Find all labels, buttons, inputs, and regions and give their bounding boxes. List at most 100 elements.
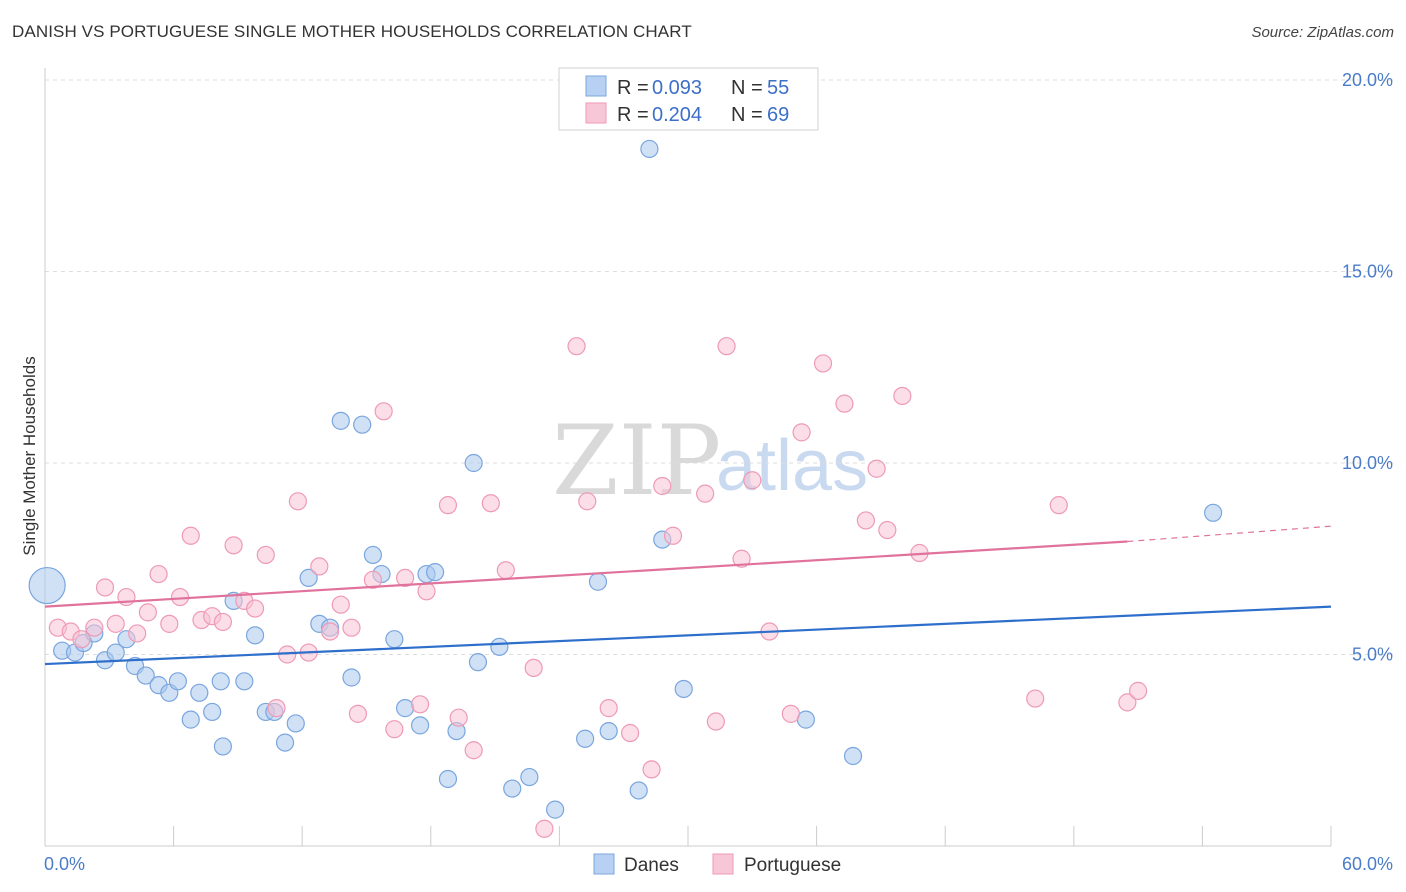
point-danes [599,721,618,741]
bottom-legend-label-danes: Danes [624,855,679,876]
point-danes [181,710,200,729]
point-portuguese [395,568,415,588]
point-portuguese [481,494,500,513]
point-portuguese [867,459,886,478]
legend-r-label-danes: R = [617,77,649,99]
point-portuguese [374,402,393,421]
point-portuguese [410,695,430,714]
point-portuguese [213,612,232,632]
point-danes [28,566,66,605]
x-tick-label-min: 0.0% [44,854,85,874]
point-portuguese [663,526,683,545]
x-tick-label-max: 60.0% [1342,854,1393,874]
point-portuguese [1118,693,1137,712]
point-portuguese [449,708,468,727]
legend-swatch-danes [585,75,607,97]
point-danes [286,714,305,733]
point-portuguese [642,760,661,779]
y-tick-label: 20.0% [1342,70,1393,90]
data-points [28,139,1223,838]
point-danes [331,411,350,430]
point-portuguese [1026,689,1045,708]
point-portuguese [181,526,200,545]
point-danes [353,415,372,434]
x-ticks [44,826,1332,846]
point-danes [190,683,209,702]
point-portuguese [621,723,640,743]
point-danes [136,666,155,685]
point-danes [490,637,509,656]
point-portuguese [835,394,854,413]
point-danes [235,672,254,691]
source-attribution: Source: ZipAtlas.com [1251,24,1394,41]
trend-line-portuguese [44,540,1128,608]
point-portuguese [267,699,286,718]
legend-n-value-danes: 55 [767,77,789,99]
point-danes [168,672,187,691]
point-danes [203,702,222,722]
point-danes [245,626,265,645]
chart-title: DANISH VS PORTUGUESE SINGLE MOTHER HOUSE… [12,22,692,41]
point-portuguese [288,492,308,511]
point-portuguese [578,492,597,511]
point-portuguese [717,337,736,356]
legend-n-label-portuguese: N = [731,104,763,126]
point-danes [385,630,404,649]
point-portuguese [856,511,875,530]
point-danes [1204,503,1223,522]
point-danes [468,653,488,672]
point-portuguese [1128,681,1148,700]
point-portuguese [72,630,91,649]
y-tick-label: 10.0% [1342,453,1393,473]
point-portuguese [245,599,265,618]
point-portuguese [310,557,329,576]
y-axis-title: Single Mother Households [20,356,39,555]
y-tick-labels: 5.0% 10.0% 15.0% 20.0% [1342,70,1393,665]
point-portuguese [893,386,912,406]
y-tick-label: 15.0% [1342,262,1393,282]
legend-swatch-portuguese [585,102,607,124]
point-portuguese [417,582,436,601]
bottom-legend-label-portuguese: Portuguese [744,855,841,876]
point-portuguese [496,561,515,580]
point-portuguese [348,704,368,723]
point-danes [464,453,483,473]
point-danes [275,733,295,752]
point-danes [674,679,693,699]
point-portuguese [224,536,243,555]
point-portuguese [781,704,800,723]
point-portuguese [342,618,361,637]
point-danes [520,767,539,787]
legend-n-value-portuguese: 69 [767,104,789,126]
point-danes [211,672,230,691]
point-portuguese [792,423,811,442]
point-portuguese [256,545,275,565]
point-portuguese [813,354,833,373]
point-portuguese [331,595,350,614]
legend-r-value-danes: 0.093 [652,77,702,99]
point-portuguese [95,578,115,597]
point-portuguese [743,471,762,490]
point-portuguese [1049,496,1068,515]
point-danes [588,572,608,591]
point-portuguese [160,614,179,633]
point-danes [843,746,863,766]
point-portuguese [438,496,458,515]
point-portuguese [567,337,586,356]
trend-lines [44,525,1332,666]
point-danes [546,800,565,819]
point-danes [213,737,232,756]
trend-extension-portuguese [1127,525,1332,543]
point-portuguese [128,624,147,643]
point-danes [299,568,318,588]
point-portuguese [535,819,554,838]
point-danes [503,779,522,798]
point-danes [395,699,415,718]
bottom-legend-swatch-danes [593,853,615,875]
watermark-zip: ZIP [552,405,721,517]
point-danes [363,545,383,565]
point-portuguese [706,712,725,731]
point-portuguese [106,614,125,633]
point-danes [342,668,361,687]
point-portuguese [524,658,543,678]
